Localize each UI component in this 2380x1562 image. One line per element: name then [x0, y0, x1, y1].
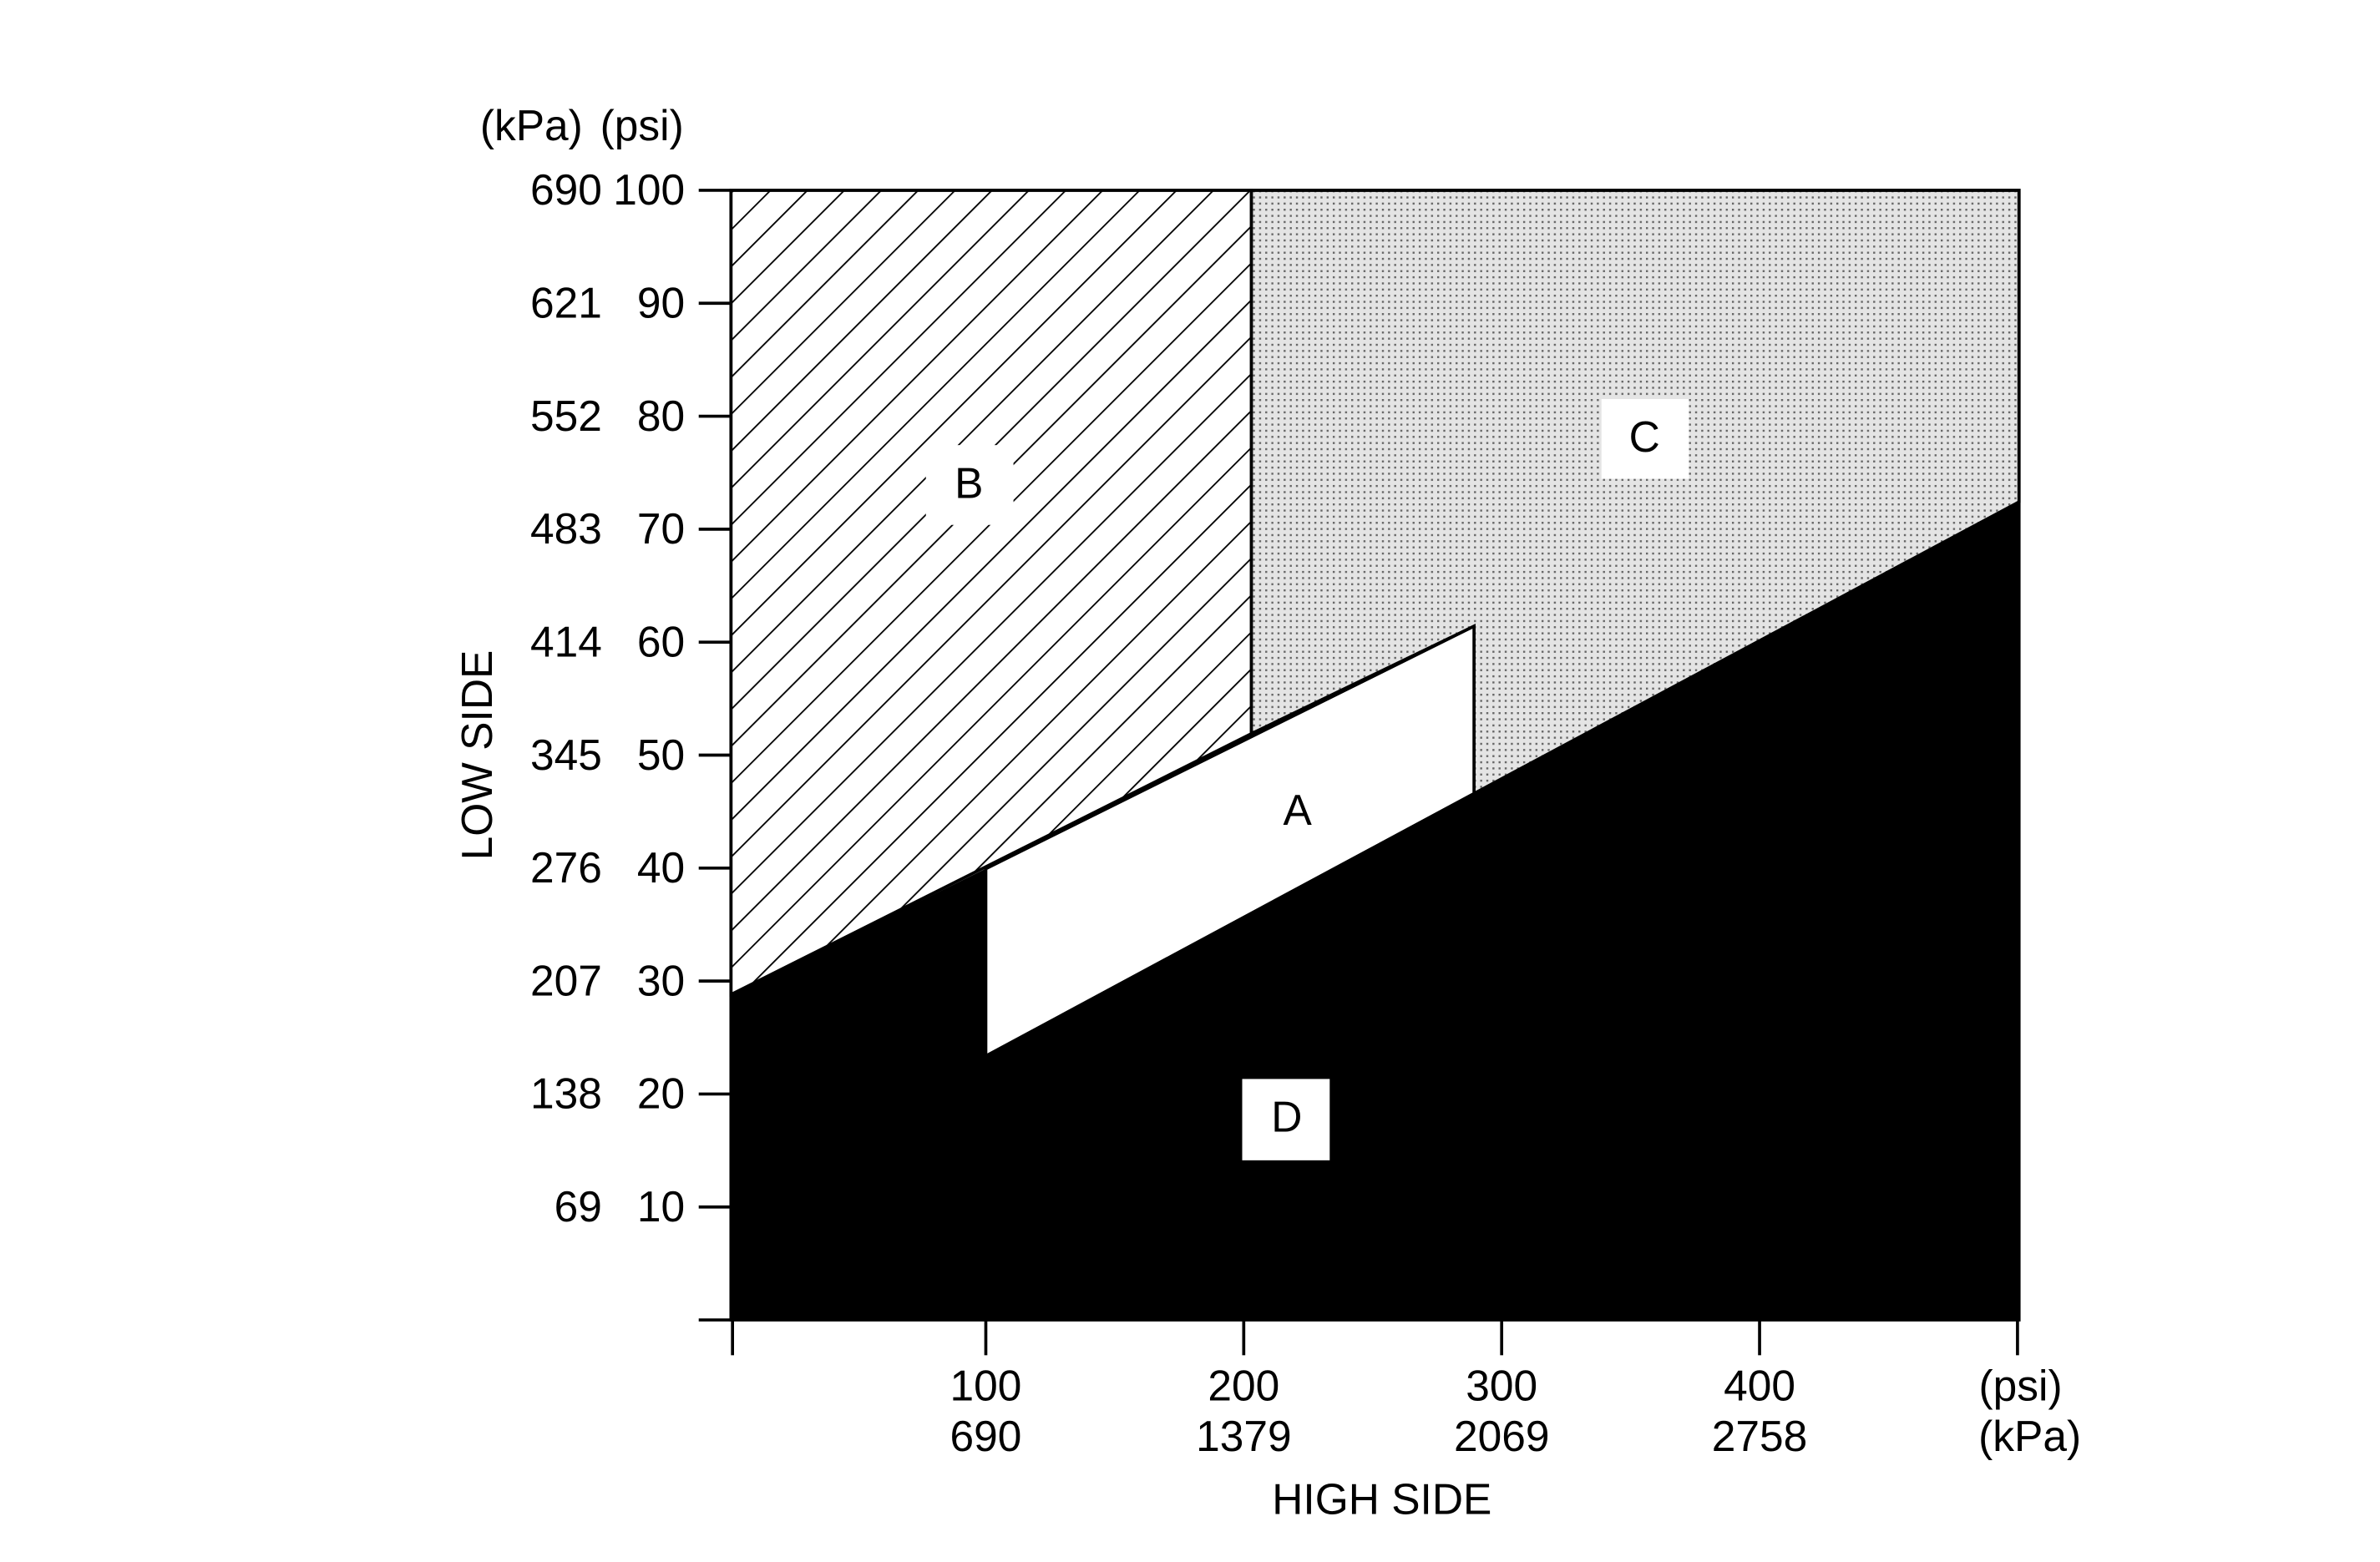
x-tick-label-psi: 100: [950, 1361, 1022, 1409]
y-unit-label: (kPa): [480, 101, 583, 149]
y-tick-label-kpa: 483: [530, 504, 602, 553]
y-tick-label-kpa: 345: [530, 730, 602, 779]
region-label: C: [1629, 412, 1660, 461]
axis-lines: [698, 1318, 734, 1356]
label-box: [1601, 398, 1689, 479]
y-axis-title: LOW SIDE: [453, 650, 501, 861]
y-tick-label-psi: 40: [637, 843, 685, 892]
region-label: A: [1284, 786, 1313, 834]
region-a: [984, 624, 1476, 1059]
y-tick-label-kpa: 69: [554, 1182, 602, 1231]
y-tick-label-kpa: 690: [530, 165, 602, 214]
region-label: D: [1271, 1093, 1302, 1141]
region-d: [731, 502, 2019, 1321]
y-tick-label-psi: 90: [637, 279, 685, 327]
x-unit-label: (psi): [1979, 1361, 2063, 1409]
label-box: [925, 445, 1014, 525]
y-unit-label: (psi): [600, 101, 684, 149]
x-tick-label-psi: 400: [1724, 1361, 1795, 1409]
y-ticks: 690 100 621 90 552 80 483 70 414 60 345 50 276 40 207 3…: [530, 165, 732, 1231]
x-tick-label-psi: 200: [1208, 1361, 1279, 1409]
y-tick-label-kpa: 414: [530, 617, 602, 665]
y-tick-label-kpa: 552: [530, 392, 602, 440]
y-tick-label-kpa: 621: [530, 279, 602, 327]
regions: A B C D: [729, 189, 2021, 1322]
y-tick-label-psi: 50: [637, 730, 685, 779]
y-tick-label-psi: 80: [637, 392, 685, 440]
y-tick-label-psi: 60: [637, 617, 685, 665]
x-unit-label: (kPa): [1978, 1412, 2081, 1460]
y-tick-label-psi: 20: [637, 1069, 685, 1118]
y-tick-label-kpa: 138: [530, 1069, 602, 1118]
y-tick-label-kpa: 276: [530, 843, 602, 892]
label-box: [1242, 1079, 1330, 1160]
y-tick-label-kpa: 207: [530, 956, 602, 1004]
region-label: B: [955, 458, 983, 507]
x-tick-label-kpa: 1379: [1196, 1412, 1292, 1460]
x-tick-label-kpa: 690: [950, 1412, 1022, 1460]
y-tick-label-psi: 10: [637, 1182, 685, 1231]
y-tick-label-psi: 30: [637, 956, 685, 1004]
x-tick-label-psi: 300: [1466, 1361, 1537, 1409]
x-tick-label-kpa: 2069: [1454, 1412, 1550, 1460]
y-tick-label-psi: 70: [637, 504, 685, 553]
x-tick-label-kpa: 2758: [1712, 1412, 1808, 1460]
y-tick-label-psi: 100: [613, 165, 685, 214]
x-axis-title: HIGH SIDE: [1272, 1474, 1491, 1523]
